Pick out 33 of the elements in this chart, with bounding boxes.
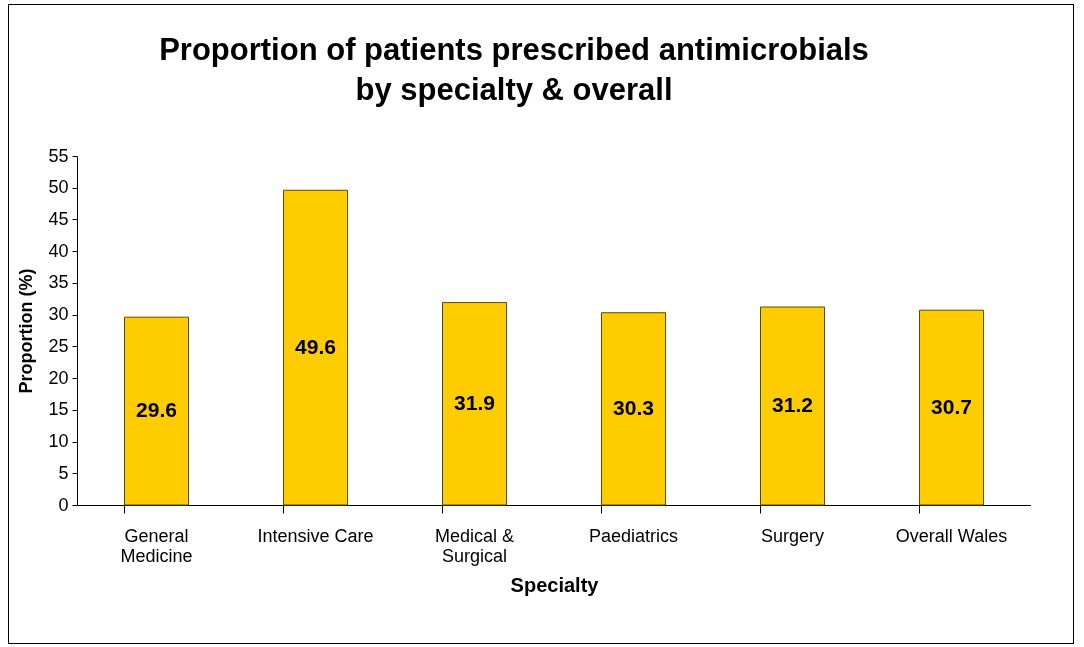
data-label: 31.9 (454, 390, 495, 414)
x-tick-label: Surgery (760, 525, 825, 546)
data-label: 29.6 (136, 398, 177, 422)
y-tick-label: 55 (48, 145, 69, 166)
bar (601, 312, 666, 506)
y-tick-label: 50 (48, 177, 69, 198)
y-tick-label: 5 (58, 462, 69, 483)
y-tick-label: 35 (48, 272, 69, 293)
bar (124, 316, 189, 506)
chart-title: Proportion of patients prescribed antimicrobials by specialty & overall (159, 32, 869, 107)
bar (760, 306, 825, 506)
bar (283, 189, 348, 506)
y-tick-label: 0 (58, 494, 69, 515)
y-tick-label: 10 (48, 431, 69, 452)
y-tick-label: 30 (48, 304, 69, 325)
y-tick-label: 20 (48, 367, 69, 388)
data-label: 49.6 (295, 334, 336, 358)
x-axis-title: Specialty (510, 573, 600, 596)
data-label: 30.3 (613, 395, 654, 419)
x-tick-label: Paediatrics (588, 525, 679, 546)
bar (442, 302, 507, 506)
data-label: 31.2 (772, 393, 813, 417)
x-tick-label: General Medicine (120, 525, 193, 566)
x-tick-label: Intensive Care (257, 525, 374, 546)
y-tick-label: 25 (48, 335, 69, 356)
y-axis-title: Proportion (%) (16, 268, 37, 394)
bar (919, 309, 984, 506)
y-tick-label: 15 (48, 399, 69, 420)
x-tick-label: Medical & Surgical (434, 525, 515, 566)
y-tick-label: 45 (48, 208, 69, 229)
x-tick-label: Overall Wales (895, 525, 1008, 546)
data-label: 30.7 (931, 394, 972, 418)
y-tick-label: 40 (48, 240, 69, 261)
